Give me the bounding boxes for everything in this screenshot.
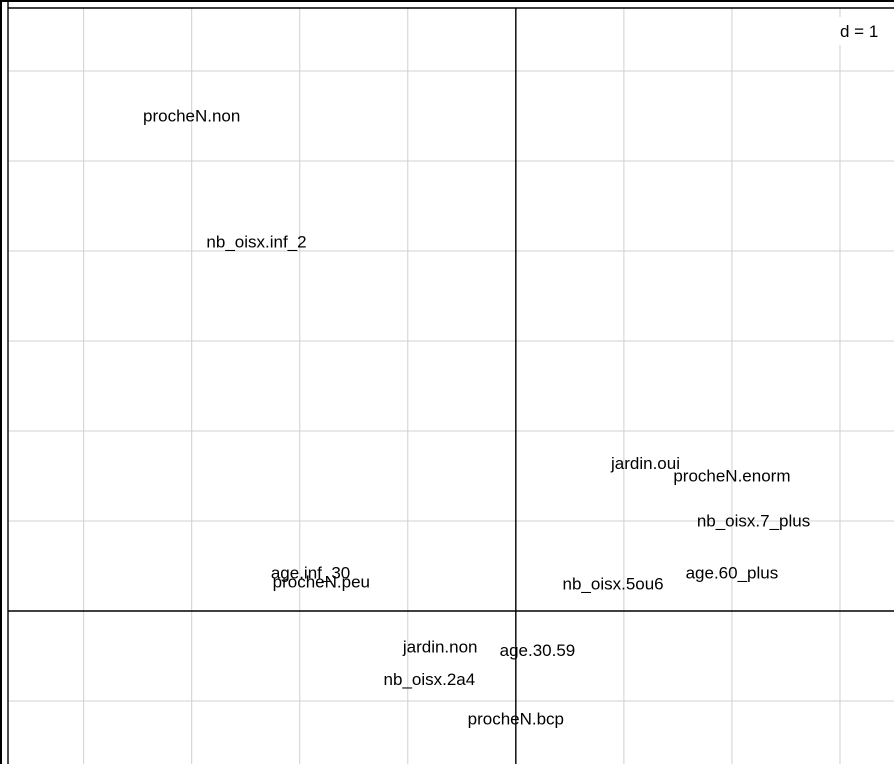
point-label: nb_oisx.2a4 <box>384 670 476 689</box>
point-labels: procheN.nonnb_oisx.inf_2jardin.ouiproche… <box>143 107 810 729</box>
scale-box <box>835 17 894 45</box>
point-label: age.60_plus <box>686 564 779 583</box>
point-label: procheN.enorm <box>673 467 790 486</box>
axes <box>8 8 894 764</box>
point-label: procheN.bcp <box>468 710 564 729</box>
point-label: nb_oisx.inf_2 <box>206 233 306 252</box>
point-label: procheN.non <box>143 107 240 126</box>
point-label: procheN.peu <box>273 573 370 592</box>
point-label: jardin.oui <box>610 454 680 473</box>
point-label: jardin.non <box>402 638 478 657</box>
point-label: nb_oisx.7_plus <box>697 512 810 531</box>
point-label: nb_oisx.5ou6 <box>563 575 664 594</box>
point-label: age.30.59 <box>500 641 576 660</box>
scale-label: d = 1 <box>840 22 878 41</box>
point-label: age.inf_30 <box>271 564 350 583</box>
